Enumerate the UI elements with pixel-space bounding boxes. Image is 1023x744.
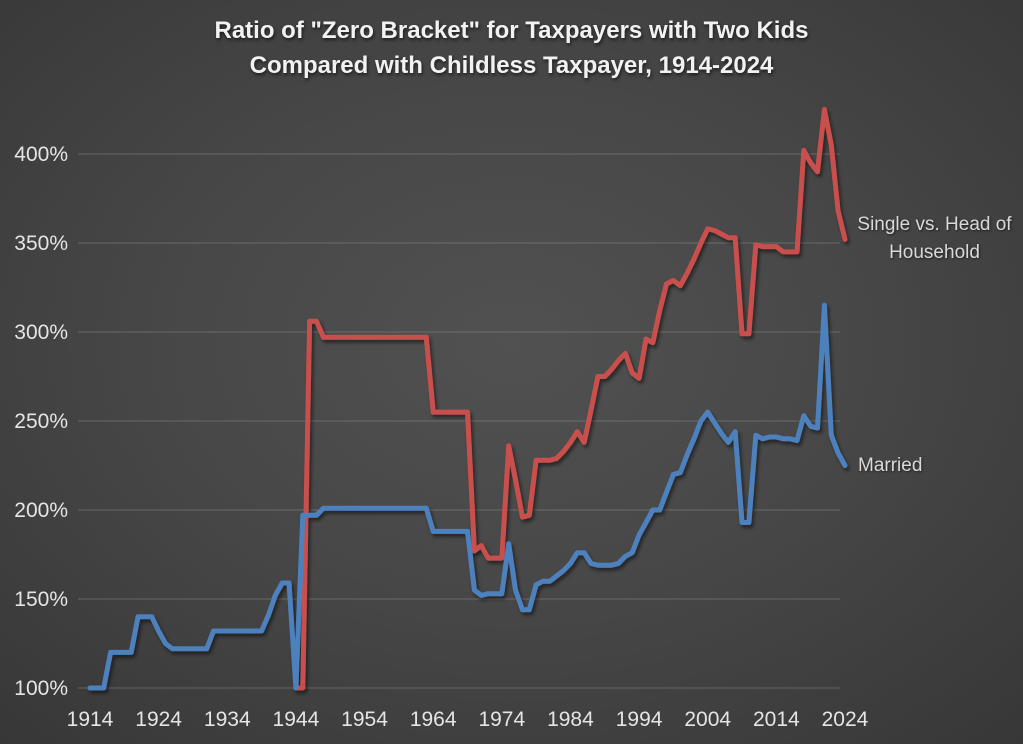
x-tick-2004: 2004	[684, 708, 731, 731]
x-tick-1984: 1984	[547, 708, 594, 731]
y-tick-100: 100%	[14, 677, 68, 700]
series-line-married	[87, 302, 848, 691]
x-tick-1944: 1944	[273, 708, 320, 731]
x-tick-2024: 2024	[822, 708, 869, 731]
y-tick-350: 350%	[14, 232, 68, 255]
x-tick-1934: 1934	[204, 708, 251, 731]
series-label-married: Married	[858, 455, 923, 476]
chart-title-line2: Compared with Childless Taxpayer, 1914-2…	[249, 52, 774, 79]
y-axis-tick-labels: 100% 150% 200% 250% 300% 350% 400%	[14, 143, 68, 700]
series-lines	[87, 107, 848, 691]
series-line-single-vs-head-of-household	[293, 107, 848, 691]
x-tick-1994: 1994	[616, 708, 663, 731]
y-tick-300: 300%	[14, 321, 68, 344]
x-tick-1974: 1974	[478, 708, 525, 731]
series-label-shh-line1: Single vs. Head of	[857, 214, 1012, 235]
x-tick-1914: 1914	[67, 708, 114, 731]
x-tick-1964: 1964	[410, 708, 457, 731]
series-label-shh-line2: Household	[889, 242, 980, 263]
series-label-single-vs-head-of-household: Single vs. Head of Household	[846, 211, 1023, 267]
x-tick-2014: 2014	[753, 708, 800, 731]
y-tick-200: 200%	[14, 499, 68, 522]
x-tick-1924: 1924	[135, 708, 182, 731]
y-tick-150: 150%	[14, 588, 68, 611]
chart-title: Ratio of "Zero Bracket" for Taxpayers wi…	[0, 13, 1023, 83]
x-tick-1954: 1954	[341, 708, 388, 731]
x-axis-tick-labels: 1914 1924 1934 1944 1954 1964 1974 1984 1994 2004…	[67, 708, 869, 731]
chart-title-line1: Ratio of "Zero Bracket" for Taxpayers wi…	[214, 17, 809, 44]
y-tick-400: 400%	[14, 143, 68, 166]
y-tick-250: 250%	[14, 410, 68, 433]
